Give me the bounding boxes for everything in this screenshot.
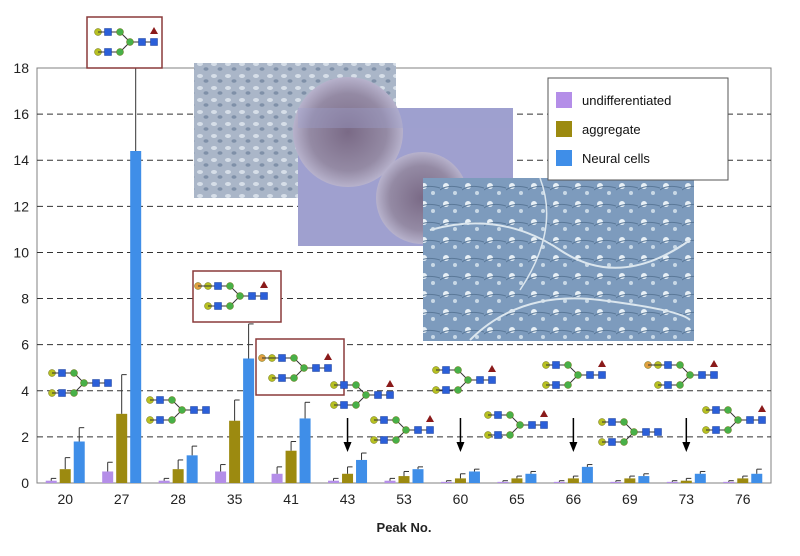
bar <box>666 481 678 483</box>
x-tick-label: 53 <box>396 491 412 507</box>
x-tick-label: 65 <box>509 491 525 507</box>
bar <box>694 473 706 483</box>
bar <box>553 481 565 483</box>
bar <box>271 473 283 483</box>
bar <box>525 473 537 483</box>
x-tick-label: 66 <box>566 491 582 507</box>
bar <box>737 478 749 483</box>
legend: undifferentiated aggregate Neural cells <box>547 77 729 181</box>
bar <box>567 478 579 483</box>
y-tick-label: 6 <box>21 337 29 353</box>
bar <box>454 478 466 483</box>
bar <box>116 413 128 483</box>
bar <box>511 478 523 483</box>
bar <box>497 481 509 483</box>
bar <box>328 480 340 483</box>
glycan-structures <box>48 27 766 446</box>
y-tick-label: 16 <box>13 106 29 122</box>
legend-swatch <box>556 92 572 108</box>
bar <box>102 471 114 483</box>
bar <box>723 481 735 483</box>
bar <box>356 459 368 483</box>
legend-label: undifferentiated <box>582 93 671 108</box>
x-axis-label: Peak No. <box>377 520 432 535</box>
bar <box>215 471 227 483</box>
down-arrow-head <box>569 442 578 452</box>
bar <box>172 469 184 483</box>
bar <box>581 466 593 483</box>
bar <box>45 480 57 483</box>
y-tick-label: 2 <box>21 429 29 445</box>
legend-swatch <box>556 121 572 137</box>
bar <box>468 471 480 483</box>
legend-label: aggregate <box>582 122 641 137</box>
down-arrows <box>343 418 691 452</box>
bar <box>638 476 650 483</box>
x-axis-tick-labels: 20 27 28 35 41 43 53 60 65 66 69 73 76 <box>57 491 750 507</box>
bars <box>45 67 763 483</box>
x-tick-label: 73 <box>679 491 695 507</box>
bar <box>158 480 170 483</box>
bar <box>130 151 142 483</box>
bar <box>440 481 452 483</box>
y-tick-label: 12 <box>13 198 29 214</box>
y-tick-label: 10 <box>13 244 29 260</box>
x-tick-label: 35 <box>227 491 243 507</box>
x-tick-label: 60 <box>453 491 469 507</box>
bar <box>342 473 354 483</box>
bar <box>610 481 622 483</box>
bar <box>243 358 255 483</box>
y-tick-label: 0 <box>21 475 29 491</box>
legend-swatch <box>556 150 572 166</box>
y-tick-label: 14 <box>13 152 29 168</box>
bar <box>680 480 692 483</box>
x-tick-label: 41 <box>283 491 299 507</box>
neural-cells-micrograph <box>423 177 694 341</box>
y-axis-tick-labels: 0 2 4 6 8 10 12 14 16 18 <box>13 60 29 491</box>
bar <box>624 478 636 483</box>
bar <box>186 455 198 483</box>
bar <box>285 450 297 483</box>
bar <box>398 476 410 483</box>
down-arrow-head <box>682 442 691 452</box>
bar <box>59 469 71 483</box>
y-tick-label: 8 <box>21 291 29 307</box>
x-tick-label: 43 <box>340 491 356 507</box>
bar <box>299 418 311 483</box>
legend-label: Neural cells <box>582 151 650 166</box>
bar <box>384 480 396 483</box>
bar <box>412 469 424 483</box>
down-arrow-head <box>456 442 465 452</box>
x-tick-label: 76 <box>735 491 751 507</box>
x-tick-label: 20 <box>57 491 73 507</box>
y-tick-label: 4 <box>21 383 29 399</box>
bar <box>229 420 241 483</box>
bar <box>751 473 763 483</box>
down-arrow-head <box>343 442 352 452</box>
y-tick-label: 18 <box>13 60 29 76</box>
x-tick-label: 27 <box>114 491 130 507</box>
x-tick-label: 28 <box>170 491 186 507</box>
x-tick-label: 69 <box>622 491 638 507</box>
bar <box>73 441 85 483</box>
